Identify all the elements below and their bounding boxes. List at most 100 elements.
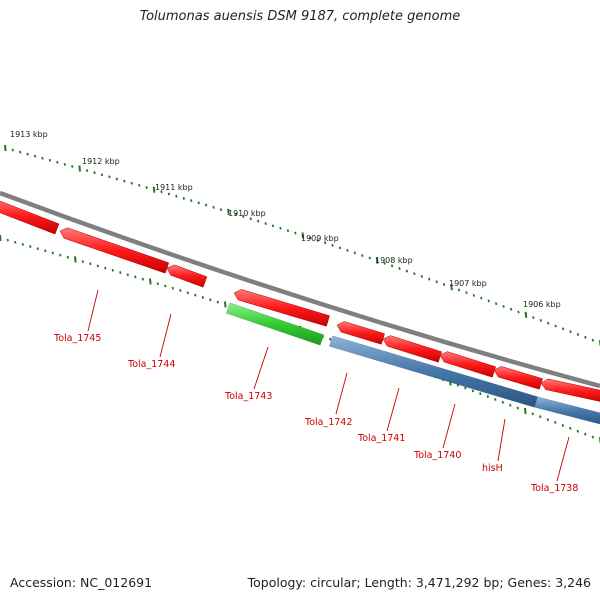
inner-tick: [171, 286, 174, 290]
inner-tick: [156, 282, 159, 286]
feature-band-blue-2[interactable]: [534, 396, 600, 427]
outer-tick: [509, 307, 513, 311]
inner-tick: [576, 429, 579, 433]
outer-tick: [78, 165, 81, 172]
outer-tick: [539, 318, 542, 322]
gene-arrow-tola-1744[interactable]: [166, 264, 208, 288]
gene-arrow-hish[interactable]: [493, 366, 543, 390]
gene-arrow-tola-1746[interactable]: [0, 198, 60, 235]
inner-tick: [539, 415, 542, 419]
inner-tick: [584, 432, 587, 436]
inner-tick: [546, 418, 549, 422]
outer-tick: [130, 181, 133, 185]
leader-line: [87, 289, 99, 332]
outer-tick: [279, 226, 282, 230]
outer-tick: [182, 196, 185, 200]
inner-tick: [569, 426, 572, 430]
gene-arrow-tola-1738[interactable]: [540, 378, 600, 404]
inner-tick: [554, 421, 557, 424]
outer-tick: [41, 156, 44, 160]
inner-tick: [509, 403, 512, 407]
outer-tick: [26, 152, 29, 156]
ruler-label-1910: 1910 kbp: [228, 209, 266, 218]
leader-line: [442, 403, 456, 449]
outer-tick: [316, 238, 319, 242]
inner-tick: [164, 284, 167, 288]
leader-line: [497, 418, 506, 462]
leader-line: [335, 372, 348, 415]
outer-tick: [56, 160, 59, 164]
leader-line: [556, 436, 570, 482]
ruler-label-1906: 1906 kbp: [523, 300, 561, 309]
ruler-label-1907: 1907 kbp: [449, 279, 487, 288]
outer-tick: [383, 261, 386, 265]
gene-label-hish[interactable]: hisH: [482, 463, 503, 474]
outer-tick: [361, 254, 364, 257]
gene-label-tola-1743[interactable]: Tola_1743: [224, 391, 272, 402]
inner-tick: [81, 260, 84, 264]
ruler-labels: 1913 kbp 1912 kbp 1911 kbp 1910 kbp 1909…: [10, 130, 561, 309]
gene-label-tola-1740[interactable]: Tola_1740: [413, 450, 461, 461]
inner-tick: [209, 298, 212, 302]
outer-tick: [435, 280, 438, 284]
outer-tick: [249, 217, 252, 221]
inner-tick: [561, 424, 564, 427]
gene-label-tola-1745[interactable]: Tola_1745: [53, 333, 101, 344]
outer-tick: [227, 208, 230, 215]
outer-tick: [323, 241, 327, 245]
outer-tick: [138, 183, 141, 187]
gene-arrow-tola-1740[interactable]: [439, 351, 497, 378]
inner-tick: [524, 407, 527, 415]
inner-tick: [126, 273, 129, 277]
feature-band-green-0[interactable]: [225, 302, 325, 346]
inner-tick: [89, 262, 92, 266]
ruler-label-1909: 1909 kbp: [301, 234, 339, 243]
outer-tick: [190, 199, 193, 203]
gene-label-tola-1742[interactable]: Tola_1742: [304, 417, 352, 428]
inner-tick: [0, 234, 2, 242]
outer-tick: [420, 274, 423, 278]
inner-tick: [119, 271, 122, 274]
outer-tick: [197, 201, 200, 205]
outer-tick: [123, 179, 126, 183]
outer-tick: [234, 212, 238, 216]
outer-tick: [242, 215, 245, 218]
outer-tick: [495, 302, 498, 306]
outer-tick: [405, 269, 409, 273]
inner-tick: [516, 406, 519, 410]
inner-tick: [591, 435, 594, 439]
outer-tick: [368, 256, 371, 260]
inner-tick: [149, 278, 152, 285]
inner-tick: [464, 386, 467, 390]
outer-tick: [294, 231, 297, 235]
outer-tick: [331, 243, 334, 247]
outer-tick: [145, 186, 148, 189]
outer-tick: [108, 175, 111, 179]
outer-tick: [264, 222, 267, 225]
inner-tick: [51, 251, 54, 255]
inner-tick: [21, 242, 24, 246]
gene-label-tola-1738[interactable]: Tola_1738: [530, 483, 578, 494]
outer-tick: [554, 324, 557, 328]
inner-tick: [96, 264, 99, 268]
leader-line: [159, 313, 172, 358]
accession-label: Accession: NC_012691: [10, 575, 153, 590]
gene-arrow-tola-1743[interactable]: [233, 289, 330, 327]
gene-arrow-tola-1741[interactable]: [382, 335, 443, 363]
outer-tick: [591, 338, 595, 342]
outer-tick: [390, 264, 394, 268]
gene-label-tola-1741[interactable]: Tola_1741: [357, 433, 405, 444]
inner-tick: [329, 337, 332, 341]
gene-label-tola-1744[interactable]: Tola_1744: [127, 359, 175, 370]
outer-tick: [465, 291, 468, 295]
inner-tick: [74, 256, 77, 263]
inner-tick: [66, 255, 69, 259]
inner-tick: [104, 266, 107, 270]
outer-tick: [48, 158, 52, 162]
inner-tick: [36, 247, 39, 251]
feature-band-blue-1[interactable]: [329, 335, 538, 408]
outer-tick: [450, 284, 453, 291]
ruler-label-1911: 1911 kbp: [155, 183, 193, 192]
outer-tick: [115, 177, 119, 181]
outer-tick: [584, 335, 587, 339]
